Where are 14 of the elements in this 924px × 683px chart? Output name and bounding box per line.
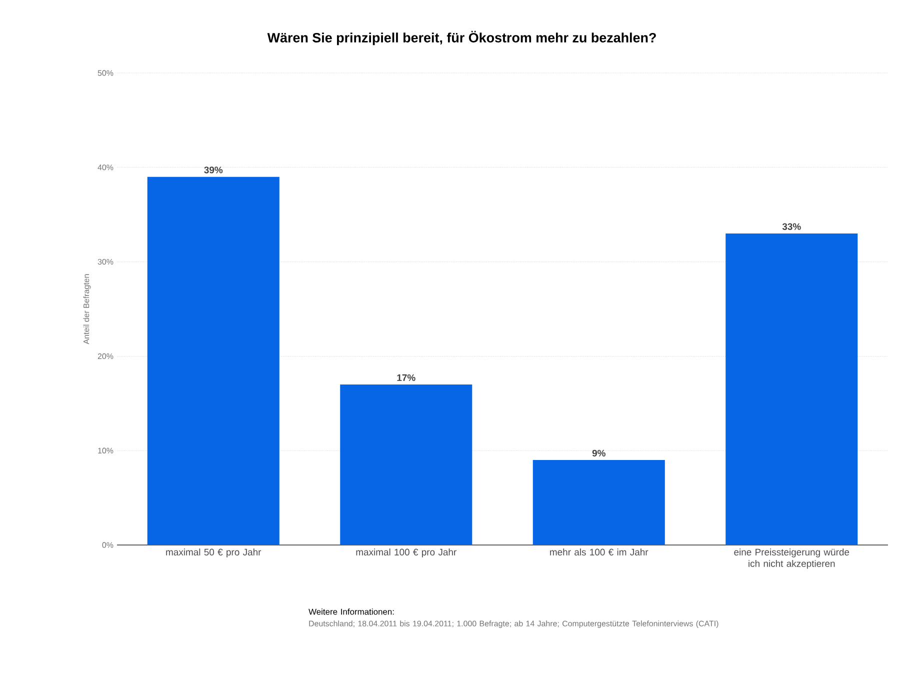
x-tick-label: maximal 50 € pro Jahr — [166, 548, 262, 558]
data-label: 9% — [592, 450, 606, 457]
data-label: 39% — [204, 166, 223, 174]
bar — [532, 460, 665, 545]
data-label: 17% — [397, 374, 416, 382]
bar — [726, 233, 858, 545]
x-tick-label: eine Preissteigerung würde ich nicht akzeptieren — [734, 548, 850, 569]
bar — [340, 384, 472, 545]
x-tick-label: maximal 100 € pro Jahr — [356, 548, 456, 558]
text: Weitere Informationen: — [308, 608, 394, 615]
bar — [147, 176, 280, 545]
x-tick-label: mehr als 100 € im Jahr — [550, 548, 648, 556]
data-label: 33% — [782, 223, 801, 230]
chart-title: Wären Sie prinzipiell bereit, für Ökostrom mehr zu bezahlen? — [267, 30, 656, 46]
